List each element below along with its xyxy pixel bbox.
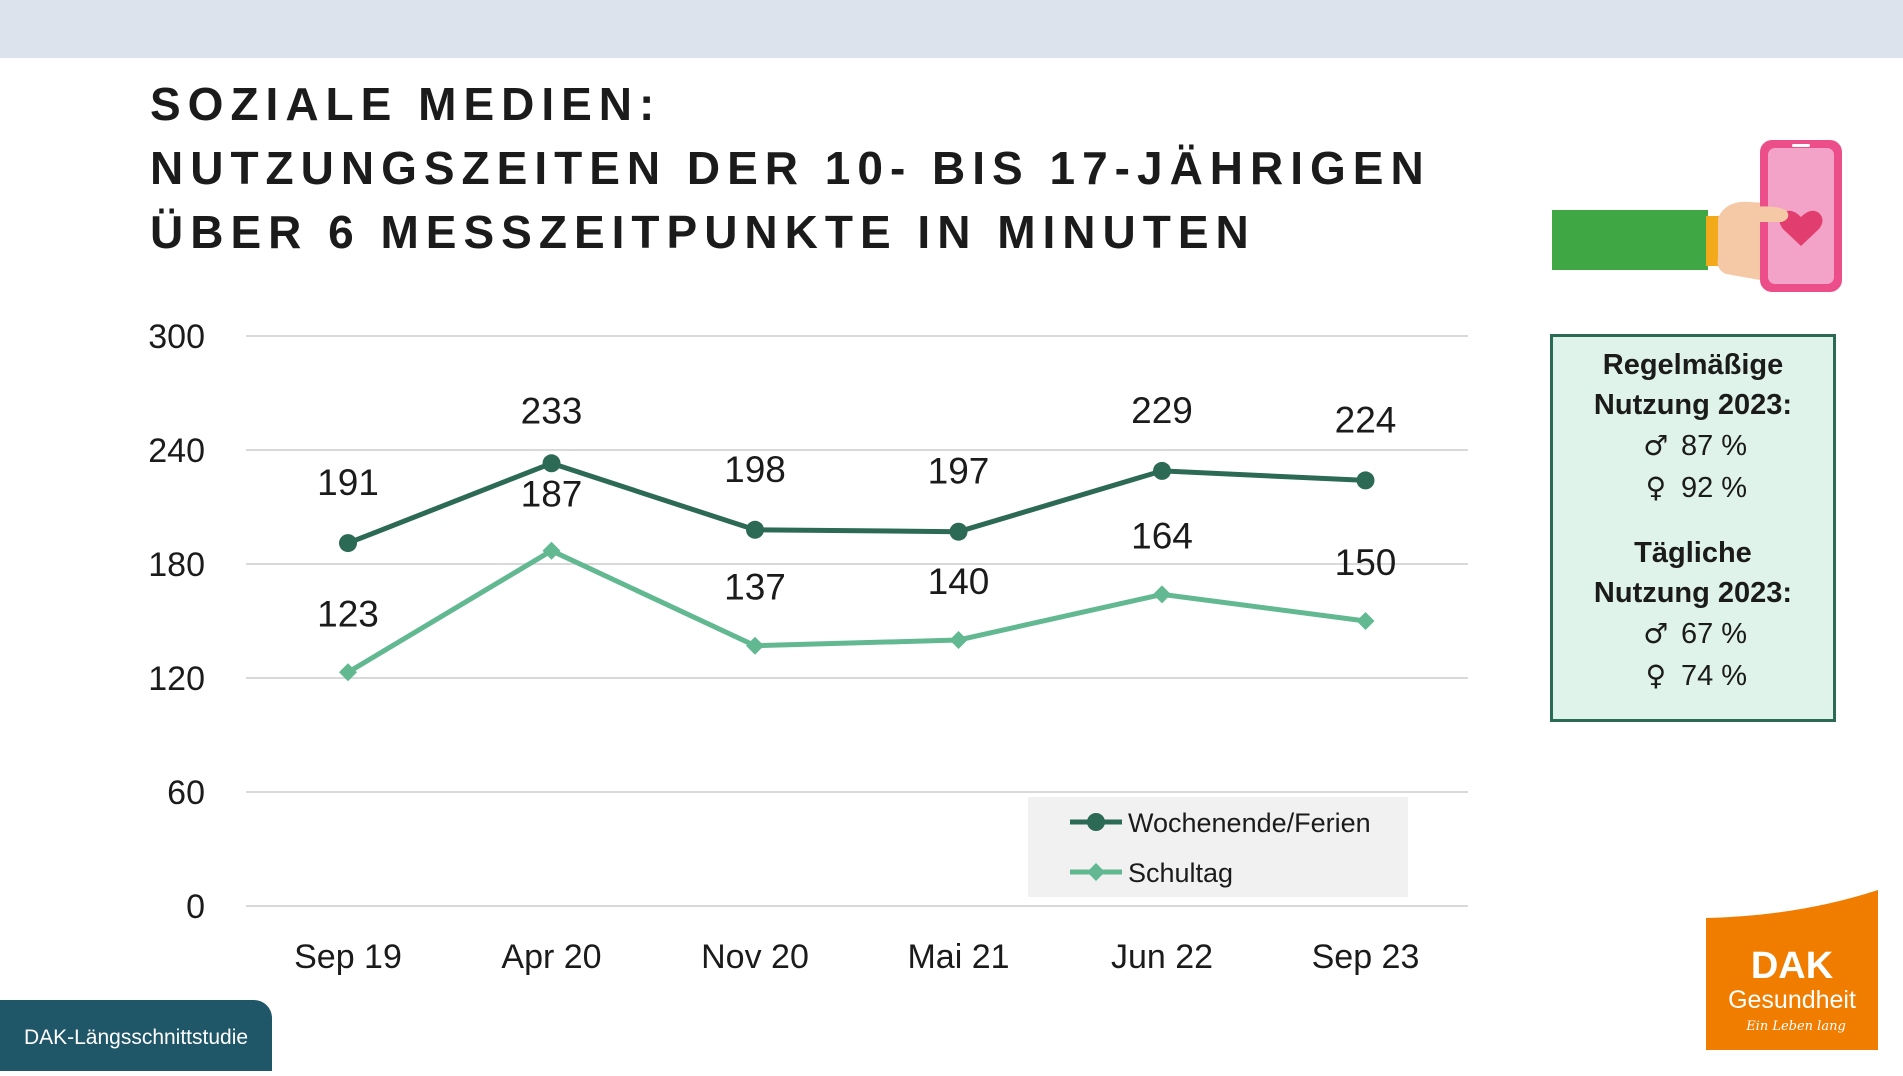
data-label: 164 xyxy=(1131,515,1193,556)
legend-entry: Schultag xyxy=(1128,858,1233,888)
data-label: 140 xyxy=(928,561,990,602)
x-tick-label: Sep 19 xyxy=(294,938,402,976)
daily-usage-heading-2: Nutzung 2023: xyxy=(1593,577,1793,609)
series-line xyxy=(346,548,1366,675)
data-label: 187 xyxy=(521,474,583,515)
male-icon: ♂ xyxy=(1643,617,1669,650)
data-point xyxy=(339,663,357,682)
data-point xyxy=(746,520,764,539)
title-line-1: SOZIALE MEDIEN: xyxy=(150,78,662,130)
y-tick-label: 60 xyxy=(167,774,205,812)
data-point xyxy=(1153,461,1171,480)
dak-logo: DAK Gesundheit Ein Leben lang xyxy=(1706,890,1878,1050)
dak-logo-tagline: Ein Leben lang xyxy=(1745,1019,1846,1034)
y-tick-label: 0 xyxy=(186,888,205,926)
data-point xyxy=(949,522,968,541)
data-point xyxy=(1356,612,1375,630)
page-title: SOZIALE MEDIEN: NUTZUNGSZEITEN DER 10- B… xyxy=(150,72,1431,264)
top-bar xyxy=(0,0,1903,58)
data-label: 137 xyxy=(724,567,786,608)
hand-holding-phone-heart-icon xyxy=(1552,140,1842,292)
y-tick-label: 120 xyxy=(148,660,205,698)
legend-background xyxy=(1028,797,1408,897)
y-tick-label: 180 xyxy=(148,546,205,584)
data-point xyxy=(542,541,561,560)
data-point xyxy=(1356,471,1375,490)
data-point xyxy=(1153,585,1171,604)
dak-logo-line2: Gesundheit xyxy=(1728,986,1856,1014)
female-icon: ♀ xyxy=(1645,659,1667,692)
y-tick-label: 300 xyxy=(148,318,205,356)
title-line-3: ÜBER 6 MESSZEITPUNKTE IN MINUTEN xyxy=(150,206,1256,258)
data-label: 233 xyxy=(521,390,583,431)
legend-swatch-marker xyxy=(1087,813,1105,831)
data-point xyxy=(542,454,561,473)
data-point xyxy=(949,631,968,649)
legend-entry: Wochenende/Ferien xyxy=(1128,808,1371,838)
daily-usage-female-row: ♀ 74 % xyxy=(1553,655,1833,697)
data-label: 224 xyxy=(1335,399,1397,440)
chart-series: 191 233 198 197 229 224 123 187 137 140 164 150 xyxy=(317,390,1397,682)
dak-logo-name: DAK xyxy=(1751,945,1834,987)
data-label: 198 xyxy=(724,449,786,490)
data-label: 197 xyxy=(928,451,990,492)
study-footer-label: DAK-Längsschnittstudie xyxy=(23,1026,249,1049)
daily-usage-male-row: ♂ 67 % xyxy=(1553,613,1833,655)
data-point xyxy=(746,636,764,655)
regular-usage-male-row: ♂ 87 % xyxy=(1553,425,1833,467)
series-line xyxy=(347,460,1366,546)
x-axis: Sep 19 Apr 20 Nov 20 Mai 21 Jun 22 Sep 23 xyxy=(294,938,1419,976)
data-label: 229 xyxy=(1131,390,1193,431)
usage-info-box: Regelmäßige Nutzung 2023: ♂ 87 % ♀ 92 % … xyxy=(1550,334,1836,722)
chart-gridlines xyxy=(246,335,1468,907)
regular-usage-heading-2: Nutzung 2023: xyxy=(1593,389,1793,421)
regular-usage-heading-1: Regelmäßige xyxy=(1602,349,1784,381)
study-footer-tab: DAK-Längsschnittstudie xyxy=(0,1000,272,1071)
data-label: 150 xyxy=(1335,542,1397,583)
regular-usage-male-value: 87 % xyxy=(1680,430,1748,462)
legend-swatch-marker xyxy=(1087,863,1105,881)
x-tick-label: Mai 21 xyxy=(907,938,1009,976)
x-tick-label: Apr 20 xyxy=(501,938,601,976)
x-tick-label: Sep 23 xyxy=(1312,938,1420,976)
data-point xyxy=(339,534,357,553)
regular-usage-section: Regelmäßige Nutzung 2023: ♂ 87 % ♀ 92 % xyxy=(1553,345,1833,509)
y-tick-label: 240 xyxy=(148,432,205,470)
y-axis: 0 60 120 180 240 300 xyxy=(148,318,205,926)
regular-usage-female-row: ♀ 92 % xyxy=(1553,467,1833,509)
male-icon: ♂ xyxy=(1643,429,1669,462)
data-label: 191 xyxy=(317,462,379,503)
regular-usage-female-value: 92 % xyxy=(1680,472,1748,504)
data-label: 123 xyxy=(317,593,379,634)
daily-usage-section: Tägliche Nutzung 2023: ♂ 67 % ♀ 74 % xyxy=(1553,533,1833,697)
daily-usage-male-value: 67 % xyxy=(1680,618,1748,650)
x-tick-label: Nov 20 xyxy=(701,938,809,976)
female-icon: ♀ xyxy=(1645,471,1667,504)
daily-usage-heading-1: Tägliche xyxy=(1634,537,1752,569)
chart-legend: Wochenende/Ferien Schultag xyxy=(1028,797,1408,897)
daily-usage-female-value: 74 % xyxy=(1680,660,1748,692)
title-line-2: NUTZUNGSZEITEN DER 10- BIS 17-JÄHRIGEN xyxy=(150,142,1431,194)
x-tick-label: Jun 22 xyxy=(1111,938,1213,976)
